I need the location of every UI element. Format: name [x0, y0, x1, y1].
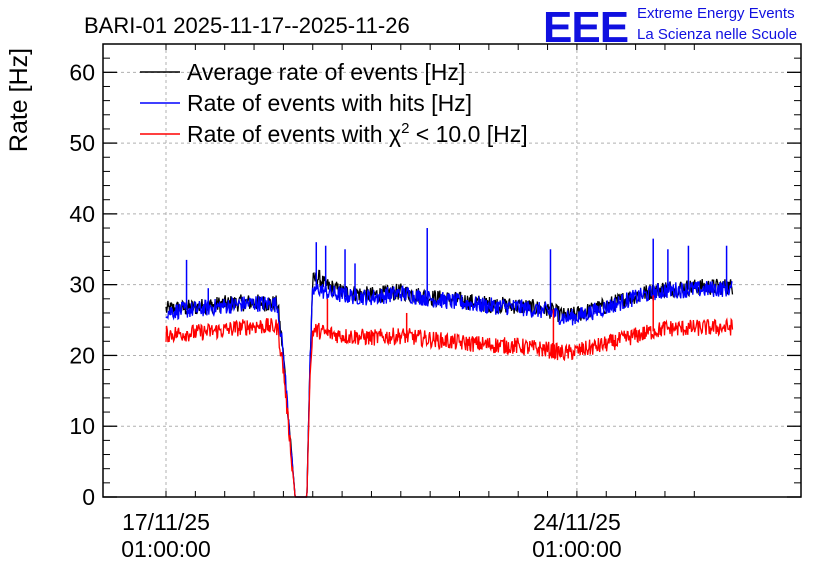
series-line-1 [165, 280, 733, 498]
legend-label-0: Average rate of events [Hz] [187, 59, 465, 85]
series-line-0 [165, 269, 734, 498]
legend-label-1: Rate of events with hits [Hz] [187, 90, 472, 116]
legend: Average rate of events [Hz] Rate of event… [140, 59, 528, 147]
eee-logo-line1: Extreme Energy Events [637, 5, 795, 22]
x-tick-time-1: 01:00:00 [532, 536, 622, 562]
grid [103, 44, 801, 497]
series-lines [165, 228, 734, 498]
series-line-2 [165, 317, 734, 498]
chart-title: BARI-01 2025-11-17--2025-11-26 [84, 13, 410, 38]
y-tick-label-0: 0 [82, 484, 95, 510]
legend-label-2: Rate of events with χ2 < 10.0 [Hz] [187, 120, 528, 147]
y-tick-label-10: 10 [69, 413, 95, 439]
eee-logo: EEE Extreme Energy Events La Scienza nel… [543, 3, 797, 52]
y-tick-label-30: 30 [69, 272, 95, 298]
x-tick-date-1: 24/11/25 [533, 509, 621, 535]
y-tick-label-40: 40 [69, 201, 95, 227]
y-tick-label-50: 50 [69, 130, 95, 156]
y-tick-label-60: 60 [69, 59, 95, 85]
y-ticks: 0 10 20 30 40 50 60 [69, 57, 801, 510]
x-tick-date-0: 17/11/25 [122, 509, 210, 535]
y-axis-label: Rate [Hz] [5, 48, 33, 152]
y-tick-label-20: 20 [69, 342, 95, 368]
x-tick-time-0: 01:00:00 [121, 536, 211, 562]
eee-logo-line2: La Scienza nelle Scuole [637, 26, 797, 43]
